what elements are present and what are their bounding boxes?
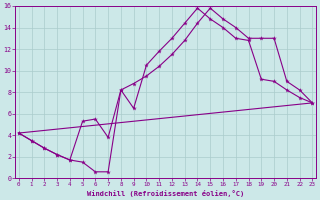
X-axis label: Windchill (Refroidissement éolien,°C): Windchill (Refroidissement éolien,°C): [87, 190, 244, 197]
